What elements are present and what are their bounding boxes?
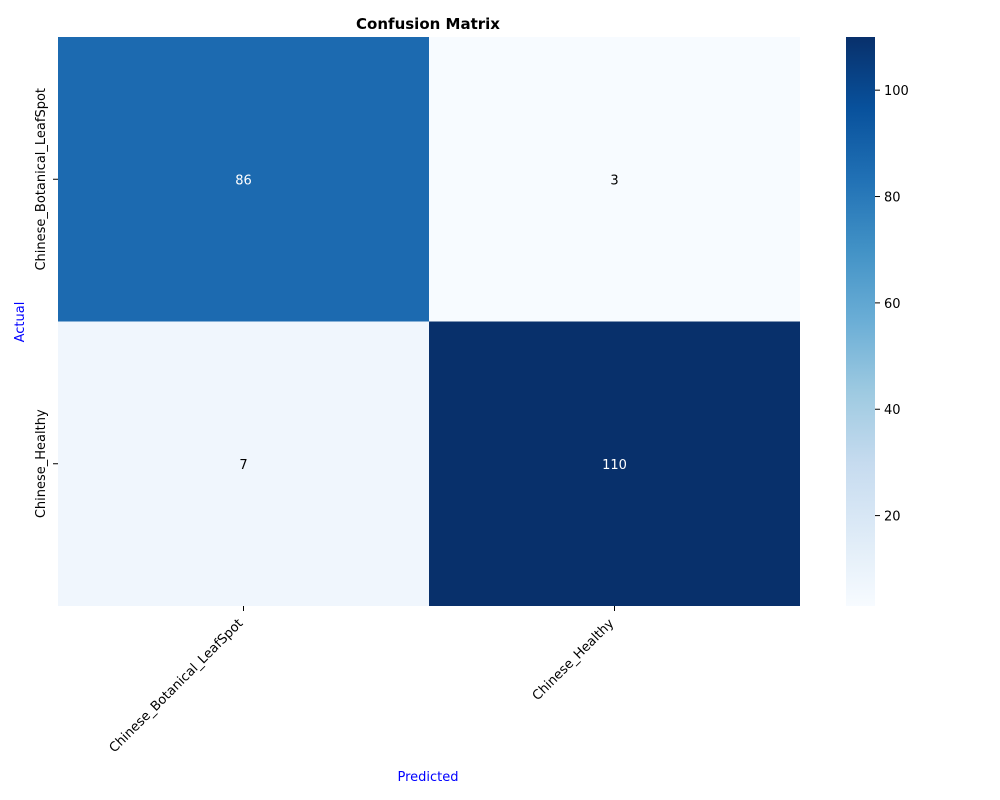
y-axis-label: Actual [13,302,28,343]
colorbar [846,37,875,606]
colorbar-tick-label: 40 [884,403,901,418]
heatmap-cells [58,37,800,606]
y-tick-label: Chinese_Botanical_LeafSpot [34,88,49,271]
cell-annotation: 110 [602,458,627,473]
colorbar-tick-label: 80 [884,191,901,206]
heatmap-cell [58,37,429,322]
cell-annotation: 86 [235,173,252,188]
colorbar-ticks: 20 40 60 80 100 [875,84,909,525]
heatmap-cell [429,37,800,322]
y-tick-label: Chinese_Healthy [34,409,49,518]
cell-annotations: 86 3 7 110 [235,173,627,473]
heatmap-cell [58,321,429,606]
chart-title: Confusion Matrix [356,15,500,33]
heatmap-cell [429,321,800,606]
colorbar-tick-label: 100 [884,84,909,99]
x-axis-label: Predicted [397,770,458,785]
colorbar-tick-label: 60 [884,297,901,312]
x-axis-ticks: Chinese_Botanical_LeafSpot Chinese_Health… [107,606,618,756]
x-tick-label: Chinese_Botanical_LeafSpot [107,616,247,756]
y-axis-ticks: Chinese_Botanical_LeafSpot Chinese_Health… [34,88,58,518]
cell-annotation: 7 [239,458,247,473]
cell-annotation: 3 [610,173,618,188]
x-tick-label: Chinese_Healthy [530,616,618,704]
colorbar-tick-label: 20 [884,510,901,525]
